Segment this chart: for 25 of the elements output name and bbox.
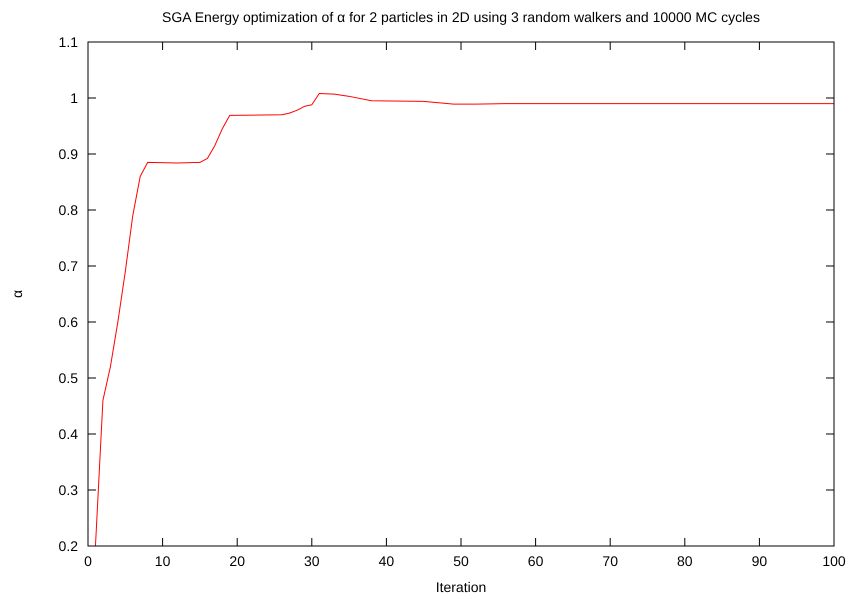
x-tick-label: 50 <box>453 553 469 569</box>
y-tick-label: 0.4 <box>58 426 78 442</box>
x-tick-label: 60 <box>528 553 544 569</box>
x-tick-label: 90 <box>752 553 768 569</box>
y-tick-label: 0.7 <box>58 258 78 274</box>
x-axis-title: Iteration <box>436 579 486 595</box>
y-tick-label: 0.5 <box>58 370 78 386</box>
x-tick-label: 70 <box>602 553 618 569</box>
chart-title: SGA Energy optimization of α for 2 particles in 2D using 3 random walkers and 10000 MC cycles <box>162 9 760 25</box>
y-tick-label: 0.9 <box>58 146 78 162</box>
x-tick-label: 20 <box>229 553 246 569</box>
y-tick-label: 0.2 <box>58 538 78 554</box>
y-tick-label: 1 <box>70 90 78 106</box>
x-tick-label: 80 <box>677 553 693 569</box>
y-tick-label: 1.1 <box>58 34 78 50</box>
x-tick-label: 30 <box>304 553 320 569</box>
x-tick-label: 10 <box>154 553 171 569</box>
x-tick-label: 40 <box>378 553 394 569</box>
y-axis-title: α <box>9 290 25 298</box>
y-tick-label: 0.6 <box>58 314 78 330</box>
x-tick-label: 100 <box>822 553 846 569</box>
y-tick-label: 0.8 <box>58 202 78 218</box>
x-tick-label: 0 <box>84 553 92 569</box>
line-series <box>94 93 834 546</box>
y-tick-label: 0.3 <box>58 482 78 498</box>
